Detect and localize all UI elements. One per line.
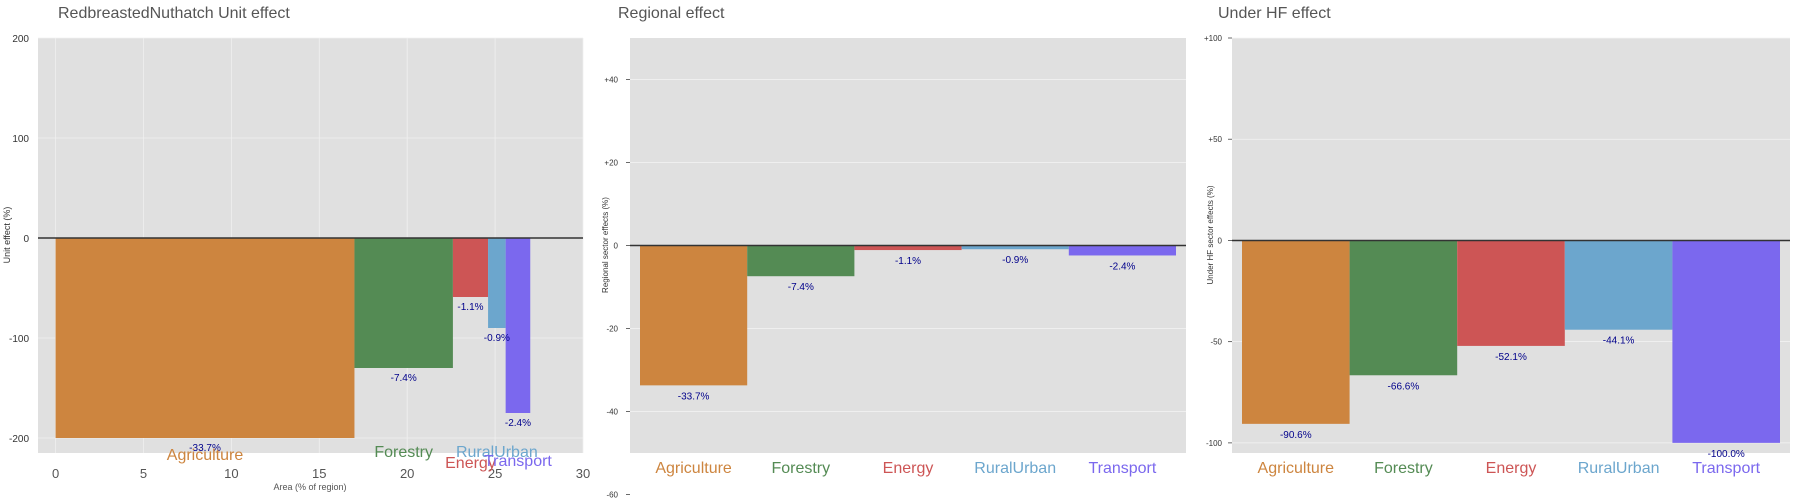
chart2-data-label-transport: -100.0%: [1708, 449, 1745, 460]
unit-effect-data-label-ruralurban: -0.9%: [484, 333, 510, 344]
unit-effect-bar-transport: [505, 238, 531, 413]
chart2-bar-energy: [1457, 240, 1565, 346]
unit-effect-y-tick-label: 100: [12, 134, 29, 145]
unit-effect-y-tick-label: -100: [9, 334, 29, 345]
chart2-bar-transport: [1672, 240, 1780, 443]
chart2-y-tick-label: -50: [1210, 338, 1222, 347]
unit-effect-bar-energy: [452, 238, 489, 297]
regional-effect-title: Regional effect: [618, 5, 725, 22]
chart2-bar-agriculture: [1242, 240, 1350, 424]
regional-effect-y-axis-label: Regional sector effects (%): [601, 197, 610, 293]
chart2-y-tick-label: +100: [1204, 34, 1223, 43]
chart1-category-label-ruralurban: RuralUrban: [974, 460, 1056, 477]
chart2-data-label-agriculture: -90.6%: [1280, 430, 1312, 441]
unit-effect-bar-forestry: [354, 238, 453, 368]
unit-effect-title: RedbreastedNuthatch Unit effect: [58, 5, 290, 22]
unit-effect-data-label-agriculture: -33.7%: [189, 443, 221, 454]
chart2-bar-forestry: [1349, 240, 1458, 376]
unit-effect-x-tick-label: 0: [52, 466, 59, 481]
under-hf-effect-title: Under HF effect: [1218, 5, 1331, 22]
unit-effect-data-label-forestry: -7.4%: [391, 373, 417, 384]
unit-effect-category-label-forestry: Forestry: [374, 444, 433, 461]
chart1-category-label-forestry: Forestry: [771, 460, 830, 477]
unit-effect-bar-agriculture: [55, 238, 355, 438]
unit-effect-bar-ruralurban: [488, 238, 506, 328]
unit-effect-category-label-ruralurban: RuralUrban: [456, 444, 538, 461]
chart1-y-tick-label: -20: [606, 325, 618, 334]
chart1-data-label-ruralurban: -0.9%: [1002, 255, 1028, 266]
chart1-data-label-transport: -2.4%: [1109, 261, 1135, 272]
chart1-bar-ruralurban: [961, 245, 1069, 250]
unit-effect-y-axis-label: Unit effect (%): [2, 207, 12, 264]
unit-effect-y-tick-label: -200: [9, 434, 29, 445]
unit-effect-category-label-energy: Energy: [445, 455, 496, 472]
chart1-bar-agriculture: [640, 245, 748, 386]
chart1-y-tick-label: +20: [604, 159, 618, 168]
unit-effect-data-label-transport: -2.4%: [505, 418, 531, 429]
unit-effect-chart: RedbreastedNuthatch Unit effect Unit eff…: [2, 5, 590, 492]
unit-effect-x-tick-label: 15: [312, 466, 326, 481]
chart1-y-tick-label: +40: [604, 76, 618, 85]
chart2-bar-ruralurban: [1564, 240, 1673, 330]
unit-effect-category-label-transport: Transport: [484, 453, 552, 470]
under-hf-effect-chart: Under HF effect Under HF sector effects …: [1204, 5, 1790, 477]
chart1-category-label-agriculture: Agriculture: [655, 460, 732, 477]
regional-effect-chart: Regional effect Regional sector effects …: [601, 5, 1186, 500]
chart1-y-tick-label: 0: [614, 242, 619, 251]
chart2-y-tick-label: -100: [1206, 439, 1223, 448]
chart2-category-label-transport: Transport: [1692, 460, 1760, 477]
chart2-category-label-forestry: Forestry: [1374, 460, 1433, 477]
chart1-data-label-energy: -1.1%: [895, 256, 921, 267]
chart1-data-label-agriculture: -33.7%: [678, 391, 710, 402]
chart2-data-label-ruralurban: -44.1%: [1603, 336, 1635, 347]
chart1-category-label-transport: Transport: [1088, 460, 1156, 477]
unit-effect-x-tick-label: 20: [400, 466, 414, 481]
chart1-data-label-forestry: -7.4%: [788, 282, 814, 293]
under-hf-effect-y-axis-label: Under HF sector effects (%): [1206, 185, 1215, 284]
unit-effect-x-tick-label: 30: [576, 466, 590, 481]
chart2-data-label-forestry: -66.6%: [1388, 381, 1420, 392]
chart1-bar-energy: [854, 245, 962, 251]
chart1-category-label-energy: Energy: [883, 460, 934, 477]
chart1-y-tick-label: -60: [606, 491, 618, 500]
unit-effect-data-label-energy: -1.1%: [457, 302, 483, 313]
chart1-bar-transport: [1068, 245, 1176, 256]
chart2-data-label-energy: -52.1%: [1495, 352, 1527, 363]
unit-effect-x-axis-label: Area (% of region): [273, 482, 346, 492]
unit-effect-category-label-agriculture: Agriculture: [167, 447, 244, 464]
chart2-category-label-ruralurban: RuralUrban: [1578, 460, 1660, 477]
chart1-bar-forestry: [747, 245, 855, 277]
chart2-y-tick-label: +50: [1208, 135, 1222, 144]
chart2-y-tick-label: 0: [1218, 236, 1223, 245]
unit-effect-x-tick-label: 5: [140, 466, 147, 481]
unit-effect-y-tick-label: 0: [23, 234, 29, 245]
unit-effect-x-tick-label: 25: [488, 466, 502, 481]
chart2-category-label-energy: Energy: [1486, 460, 1537, 477]
chart2-category-label-agriculture: Agriculture: [1258, 460, 1335, 477]
chart1-y-tick-label: -40: [606, 408, 618, 417]
unit-effect-y-tick-label: 200: [12, 34, 29, 45]
unit-effect-x-tick-label: 10: [224, 466, 238, 481]
